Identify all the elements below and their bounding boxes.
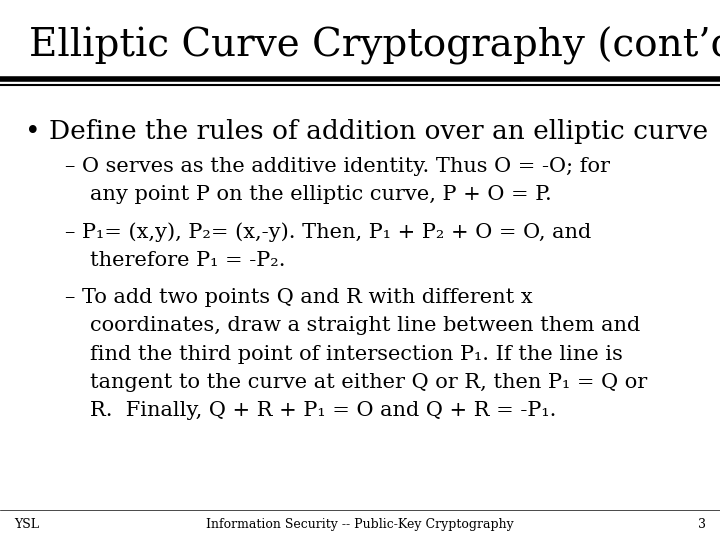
Text: 3: 3 (698, 518, 706, 531)
Text: Information Security -- Public-Key Cryptography: Information Security -- Public-Key Crypt… (206, 518, 514, 531)
Text: R.  Finally, Q + R + P₁ = O and Q + R = -P₁.: R. Finally, Q + R + P₁ = O and Q + R = -… (90, 401, 557, 420)
Text: Elliptic Curve Cryptography (cont’d): Elliptic Curve Cryptography (cont’d) (29, 27, 720, 65)
Text: – O serves as the additive identity. Thus O = -O; for: – O serves as the additive identity. Thu… (65, 157, 610, 176)
Text: • Define the rules of addition over an elliptic curve: • Define the rules of addition over an e… (25, 119, 708, 144)
Text: any point P on the elliptic curve, P + O = P.: any point P on the elliptic curve, P + O… (90, 185, 552, 204)
Text: coordinates, draw a straight line between them and: coordinates, draw a straight line betwee… (90, 316, 640, 335)
Text: therefore P₁ = -P₂.: therefore P₁ = -P₂. (90, 251, 286, 269)
Text: YSL: YSL (14, 518, 40, 531)
Text: – To add two points Q and R with different x: – To add two points Q and R with differe… (65, 288, 532, 307)
Text: – P₁= (x,y), P₂= (x,-y). Then, P₁ + P₂ + O = O, and: – P₁= (x,y), P₂= (x,-y). Then, P₁ + P₂ +… (65, 222, 591, 242)
Text: tangent to the curve at either Q or R, then P₁ = Q or: tangent to the curve at either Q or R, t… (90, 373, 647, 392)
Text: find the third point of intersection P₁. If the line is: find the third point of intersection P₁.… (90, 345, 623, 363)
